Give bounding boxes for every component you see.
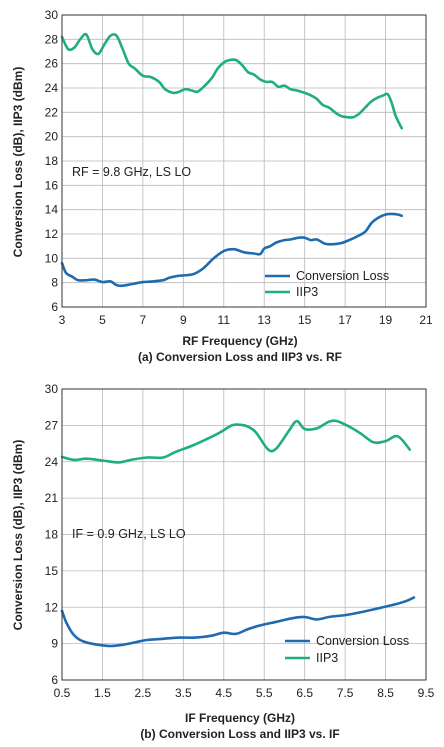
chart-b-x-tick-label: 3.5 [175,686,192,700]
chart-a-y-tick-label: 8 [51,276,58,290]
chart-b-y-tick-label: 27 [45,418,59,432]
chart-a-x-tick-label: 13 [258,313,272,327]
chart-b-y-tick-label: 30 [45,382,59,396]
chart-a-x-tick-label: 7 [140,313,147,327]
chart-b-series-iip3 [60,419,412,464]
chart-a-y-tick-label: 22 [45,105,59,119]
chart-b-y-tick-label: 12 [45,600,59,614]
chart-a-annotation: RF = 9.8 GHz, LS LO [72,165,191,179]
chart-a-y-tick-label: 6 [51,300,58,314]
chart-a-x-tick-label: 21 [419,313,433,327]
chart-a-y-tick-label: 30 [45,8,59,22]
chart-b-caption: (b) Conversion Loss and IIP3 vs. IF [140,727,339,741]
chart-b-x-tick-label: 0.5 [54,686,71,700]
chart-a-x-tick-label: 19 [379,313,393,327]
chart-a-y-tick-label: 10 [45,251,59,265]
chart-a-x-axis-label: RF Frequency (GHz) [182,334,297,348]
chart-a-legend: Conversion Loss IIP3 [265,269,389,299]
chart-a-y-tick-label: 24 [45,81,59,95]
chart-b-series-conversion-loss [60,596,416,648]
chart-b-x-tick-label: 6.5 [296,686,313,700]
chart-a-x-tick-label: 15 [298,313,312,327]
chart-b-x-tick-label: 9.5 [418,686,435,700]
chart-b-y-tick-label: 18 [45,528,59,542]
chart-b-legend-label-iip3: IIP3 [316,651,338,665]
chart-a-series-conversion-loss [60,212,403,288]
chart-a-y-tick-label: 20 [45,130,59,144]
chart-b-y-tick-label: 9 [51,637,58,651]
chart-a-y-tick-label: 18 [45,154,59,168]
chart-a-y-tick-label: 14 [45,203,59,217]
chart-b-x-tick-label: 8.5 [377,686,394,700]
chart-a: 3 5 7 9 11 13 15 17 19 21 6 8 10 12 14 16 18 20 22 24 26 28 30… [11,8,433,364]
chart-b: 0.5 1.5 2.5 3.5 4.5 5.5 6.5 7.5 8.5 9.5 6 9 12 15 18 21… [11,382,435,741]
chart-b-y-tick-label: 24 [45,455,59,469]
chart-a-y-tick-label: 16 [45,178,59,192]
chart-a-x-tick-label: 3 [59,313,66,327]
chart-a-series-iip3 [60,32,403,130]
chart-a-grid [61,14,427,308]
chart-a-x-tick-label: 5 [99,313,106,327]
chart-b-x-tick-label: 5.5 [256,686,273,700]
chart-b-y-tick-label: 6 [51,673,58,687]
chart-b-ticks: 0.5 1.5 2.5 3.5 4.5 5.5 6.5 7.5 8.5 9.5 6 9 12 15 18 21… [45,382,435,700]
chart-a-plot-frame [61,14,427,308]
chart-a-y-tick-label: 28 [45,32,59,46]
chart-a-caption: (a) Conversion Loss and IIP3 vs. RF [138,350,342,364]
chart-b-series [60,419,416,648]
chart-b-x-tick-label: 2.5 [135,686,152,700]
chart-a-y-tick-label: 26 [45,57,59,71]
chart-a-ticks: 3 5 7 9 11 13 15 17 19 21 6 8 10 12 14 16 18 20 22 24 26 28 30 [45,8,433,327]
chart-a-series [60,32,403,288]
chart-b-legend-label-conversion-loss: Conversion Loss [316,634,409,648]
chart-a-x-tick-label: 17 [338,313,352,327]
chart-b-x-tick-label: 7.5 [337,686,354,700]
chart-b-x-axis-label: IF Frequency (GHz) [185,711,295,725]
chart-b-y-tick-label: 21 [45,491,59,505]
chart-b-x-tick-label: 1.5 [94,686,111,700]
chart-b-annotation: IF = 0.9 GHz, LS LO [72,527,186,541]
chart-b-legend: Conversion Loss IIP3 [285,634,409,665]
chart-b-x-tick-label: 4.5 [215,686,232,700]
chart-b-y-axis-label: Conversion Loss (dB), IIP3 (dBm) [11,440,25,631]
chart-a-legend-label-iip3: IIP3 [296,285,318,299]
chart-a-legend-label-conversion-loss: Conversion Loss [296,269,389,283]
chart-a-x-tick-label: 9 [180,313,187,327]
chart-b-y-tick-label: 15 [45,564,59,578]
chart-a-y-tick-label: 12 [45,227,59,241]
chart-a-x-tick-label: 11 [218,313,231,327]
chart-b-plot-frame [61,388,427,681]
chart-a-y-axis-label: Conversion Loss (dB), IIP3 (dBm) [11,67,25,258]
